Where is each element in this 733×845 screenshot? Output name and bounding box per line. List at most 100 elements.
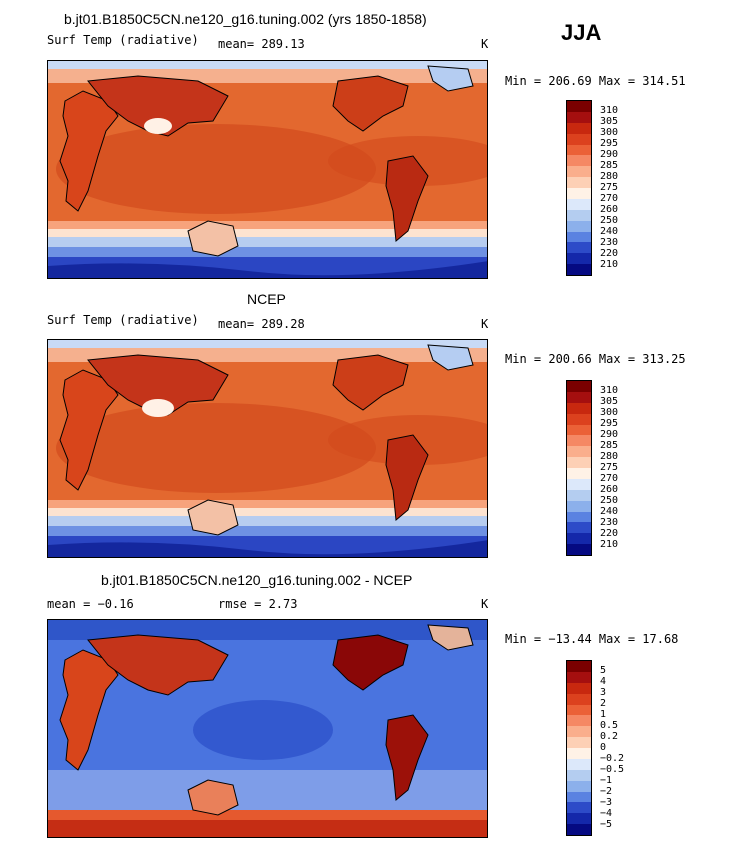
- panel-2-minmax: Min = 200.66 Max = 313.25: [505, 352, 686, 366]
- colorbar-swatch: [567, 101, 591, 112]
- colorbar-swatch: [567, 188, 591, 199]
- colorbar-swatch: [567, 435, 591, 447]
- colorbar-swatch: [567, 468, 591, 479]
- colorbar-swatch: [567, 391, 591, 403]
- colorbar-tick-label: 295: [600, 138, 619, 149]
- colorbar-swatch: [567, 802, 591, 814]
- colorbar-swatch: [567, 166, 591, 178]
- colorbar-tick-label: 210: [600, 259, 619, 270]
- colorbar-swatch: [567, 381, 591, 392]
- colorbar-swatch: [567, 671, 591, 683]
- season-label: JJA: [561, 20, 602, 45]
- colorbar-swatch: [567, 780, 591, 792]
- panel-1-title: b.jt01.B1850C5CN.ne120_g16.tuning.002 (y…: [64, 11, 427, 27]
- colorbar-swatch: [567, 704, 591, 716]
- panel-3-mean-label: mean = −0.16: [47, 597, 134, 611]
- colorbar-tick-label: 5: [600, 665, 607, 676]
- colorbar-swatch: [567, 133, 591, 145]
- colorbar-swatch: [567, 544, 591, 555]
- colorbar-swatch: [567, 758, 591, 770]
- colorbar-tick-label: −1: [600, 775, 613, 786]
- colorbar-swatch: [567, 682, 591, 694]
- colorbar-tick-label: 230: [600, 237, 619, 248]
- model-temperature-field: [48, 61, 487, 278]
- colorbar-swatch: [567, 522, 591, 534]
- colorbar-tick-label: 3: [600, 687, 607, 698]
- colorbar-swatch: [567, 253, 591, 265]
- colorbar-swatch: [567, 489, 591, 501]
- colorbar-tick-label: 270: [600, 193, 619, 204]
- panel-1-variable-label: Surf Temp (radiative): [47, 33, 199, 47]
- colorbar-swatch: [567, 177, 591, 188]
- colorbar-swatch: [567, 220, 591, 232]
- colorbar-swatch: [567, 413, 591, 425]
- colorbar-tick-label: 0.5: [600, 720, 619, 731]
- colorbar-tick-label: 220: [600, 528, 619, 539]
- colorbar-tick-label: 0: [600, 742, 607, 753]
- colorbar-swatch: [567, 511, 591, 523]
- panel-1-unit: K: [481, 37, 489, 51]
- panel-2-variable-label: Surf Temp (radiative): [47, 313, 199, 327]
- panel-2-colorbar: [566, 380, 592, 556]
- colorbar-tick-label: 285: [600, 160, 619, 171]
- panel-1-mean-label: mean= 289.13: [218, 37, 305, 51]
- colorbar-swatch: [567, 693, 591, 705]
- colorbar-tick-label: 310: [600, 385, 619, 396]
- colorbar-swatch: [567, 791, 591, 803]
- colorbar-swatch: [567, 122, 591, 134]
- colorbar-tick-label: 305: [600, 396, 619, 407]
- panel-3-unit: K: [481, 597, 489, 611]
- colorbar-tick-label: 250: [600, 215, 619, 226]
- colorbar-swatch: [567, 144, 591, 156]
- colorbar-swatch: [567, 769, 591, 781]
- colorbar-tick-label: 305: [600, 116, 619, 127]
- colorbar-swatch: [567, 111, 591, 123]
- colorbar-swatch: [567, 726, 591, 738]
- colorbar-tick-label: 220: [600, 248, 619, 259]
- colorbar-tick-label: 300: [600, 127, 619, 138]
- panel-2-title: NCEP: [247, 291, 286, 307]
- panel-3-rmse-label: rmse = 2.73: [218, 597, 298, 611]
- difference-field: [48, 620, 487, 837]
- colorbar-swatch: [567, 715, 591, 727]
- colorbar-tick-label: −0.2: [600, 753, 625, 764]
- colorbar-tick-label: 1: [600, 709, 607, 720]
- colorbar-tick-label: 275: [600, 462, 619, 473]
- colorbar-swatch: [567, 264, 591, 275]
- colorbar-tick-label: −0.5: [600, 764, 625, 775]
- colorbar-tick-label: 0.2: [600, 731, 619, 742]
- colorbar-swatch: [567, 155, 591, 167]
- colorbar-tick-label: 290: [600, 149, 619, 160]
- colorbar-swatch: [567, 242, 591, 254]
- colorbar-tick-label: 275: [600, 182, 619, 193]
- colorbar-tick-label: 280: [600, 171, 619, 182]
- colorbar-tick-label: 260: [600, 484, 619, 495]
- colorbar-tick-label: 280: [600, 451, 619, 462]
- colorbar-tick-label: 4: [600, 676, 607, 687]
- colorbar-tick-label: 285: [600, 440, 619, 451]
- panel-1-colorbar: [566, 100, 592, 276]
- colorbar-swatch: [567, 446, 591, 458]
- panel-2-unit: K: [481, 317, 489, 331]
- colorbar-tick-label: −4: [600, 808, 613, 819]
- colorbar-tick-label: 290: [600, 429, 619, 440]
- colorbar-swatch: [567, 748, 591, 759]
- colorbar-tick-label: 230: [600, 517, 619, 528]
- colorbar-swatch: [567, 813, 591, 825]
- colorbar-tick-label: 300: [600, 407, 619, 418]
- colorbar-tick-label: 270: [600, 473, 619, 484]
- panel-3-minmax: Min = −13.44 Max = 17.68: [505, 632, 679, 646]
- colorbar-swatch: [567, 533, 591, 545]
- panel-1-minmax: Min = 206.69 Max = 314.51: [505, 74, 686, 88]
- colorbar-tick-label: −5: [600, 819, 613, 830]
- panel-2-map: [47, 339, 488, 558]
- colorbar-tick-label: 240: [600, 506, 619, 517]
- colorbar-swatch: [567, 500, 591, 512]
- colorbar-tick-label: 210: [600, 539, 619, 550]
- colorbar-swatch: [567, 198, 591, 210]
- colorbar-swatch: [567, 424, 591, 436]
- colorbar-swatch: [567, 457, 591, 468]
- panel-3-map: [47, 619, 488, 838]
- panel-2-mean-label: mean= 289.28: [218, 317, 305, 331]
- colorbar-tick-label: 240: [600, 226, 619, 237]
